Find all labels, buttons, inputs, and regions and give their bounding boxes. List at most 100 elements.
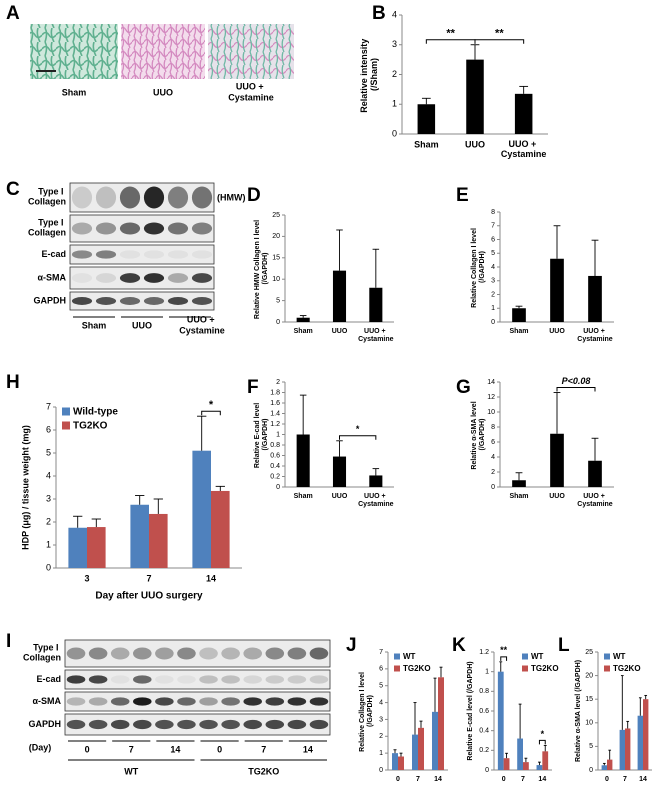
- error-bar: [524, 757, 528, 763]
- bar: [417, 104, 436, 134]
- y-tick-label: 15: [585, 696, 593, 703]
- bar: [637, 715, 643, 770]
- blot-band: [177, 719, 196, 730]
- error-bar: [439, 666, 443, 678]
- day-tick-label: 0: [217, 744, 222, 754]
- blot-band: [95, 186, 117, 209]
- error-bar: [73, 515, 83, 528]
- y-tick-label: 3: [392, 39, 397, 49]
- y-tick-label: 2: [491, 469, 495, 476]
- blot-band: [143, 297, 165, 305]
- significance-bracket: [425, 39, 476, 44]
- group-label: WT: [124, 766, 138, 776]
- significance-bracket: [538, 739, 546, 745]
- bar: [211, 490, 230, 568]
- x-tick-label: UUO + Cystamine: [358, 493, 394, 508]
- x-tick-label: 14: [434, 776, 442, 783]
- y-axis-label: Relative Collagen I level (/GAPDH): [471, 226, 486, 308]
- x-tick-label: 14: [639, 776, 647, 783]
- y-axis-label: Relative HMW Collagen I level (/GAPDH): [254, 218, 269, 319]
- y-tick-label: 0.8: [270, 442, 280, 449]
- bar: [523, 762, 529, 770]
- error-bar: [499, 661, 503, 672]
- error-bar: [299, 315, 307, 318]
- x-tick-label: 3: [84, 573, 89, 583]
- blot-band: [71, 186, 93, 209]
- blot-strip: [69, 266, 215, 290]
- blot-strip: [69, 214, 215, 243]
- blot-band: [177, 675, 196, 684]
- x-tick-label: 0: [502, 776, 506, 783]
- blot-strip: [69, 182, 215, 213]
- y-tick-label: 3: [379, 716, 383, 723]
- blot-band: [265, 697, 285, 706]
- bar: [512, 480, 526, 487]
- annotation: *: [541, 729, 545, 739]
- blot-row-label: Type I Collagen: [28, 187, 66, 207]
- blot-band: [287, 647, 307, 660]
- blot-strip: [69, 244, 215, 265]
- error-bar: [413, 702, 417, 735]
- panel-letter: K: [452, 635, 466, 656]
- error-bar: [505, 752, 509, 759]
- x-tick-label: Sham: [414, 139, 439, 149]
- blot-band: [133, 697, 152, 706]
- y-tick-label: 20: [272, 233, 280, 240]
- x-tick-label: 0: [605, 776, 609, 783]
- bar: [369, 287, 383, 322]
- blot-strip: [64, 713, 331, 736]
- error-bar: [591, 239, 599, 276]
- bar: [542, 751, 549, 770]
- y-tick-label: 0.2: [270, 473, 280, 480]
- y-tick-label: 1.6: [270, 400, 280, 407]
- group-label: UUO + Cystamine: [179, 315, 225, 336]
- blot-strip: [64, 691, 331, 712]
- blot-band: [191, 186, 213, 209]
- error-bar: [393, 749, 397, 754]
- error-bar: [372, 468, 380, 476]
- y-tick-label: 5: [589, 743, 593, 750]
- blot-band: [95, 222, 117, 235]
- micrograph: [30, 24, 118, 79]
- y-tick-label: 5: [46, 447, 51, 457]
- blot-band: [265, 675, 285, 684]
- y-tick-label: 7: [46, 401, 51, 411]
- y-axis-label: Relative Collagen I level (/GAPDH): [359, 670, 374, 752]
- y-tick-label: 1.2: [270, 421, 280, 428]
- panel-letter: L: [558, 635, 570, 656]
- error-bar: [197, 415, 207, 451]
- blot-band: [265, 647, 285, 660]
- y-tick-label: 1.2: [479, 649, 489, 656]
- micrograph: [121, 24, 205, 79]
- legend-swatch: [522, 653, 528, 660]
- blot-band: [95, 250, 117, 259]
- blot-band: [66, 675, 86, 684]
- y-tick-label: 1: [485, 669, 489, 676]
- error-bar: [372, 248, 380, 288]
- blot-row-label: GAPDH: [33, 295, 66, 305]
- y-tick-label: 6: [491, 236, 495, 243]
- blot-band: [119, 297, 141, 305]
- annotation: *: [209, 399, 214, 411]
- legend-label: WT: [531, 652, 544, 661]
- day-tick-label: 14: [303, 744, 313, 754]
- error-bar: [543, 744, 547, 752]
- x-tick-label: 0: [396, 776, 400, 783]
- x-tick-label: UUO + Cystamine: [577, 493, 613, 508]
- y-tick-label: 0.4: [270, 463, 280, 470]
- blot-band: [95, 273, 117, 283]
- bar: [536, 765, 543, 770]
- blot-band: [133, 719, 152, 730]
- y-tick-label: 0: [589, 767, 593, 774]
- blot-band: [95, 297, 117, 305]
- y-tick-label: 25: [585, 649, 593, 656]
- bar: [466, 59, 484, 134]
- blot-band: [221, 719, 240, 730]
- bar: [392, 753, 398, 770]
- legend-swatch: [604, 653, 610, 660]
- blot-row-label: α-SMA: [37, 272, 66, 282]
- significance-bracket: [500, 656, 508, 661]
- legend-swatch: [62, 421, 70, 430]
- bar: [369, 475, 383, 487]
- blot-band: [119, 273, 141, 283]
